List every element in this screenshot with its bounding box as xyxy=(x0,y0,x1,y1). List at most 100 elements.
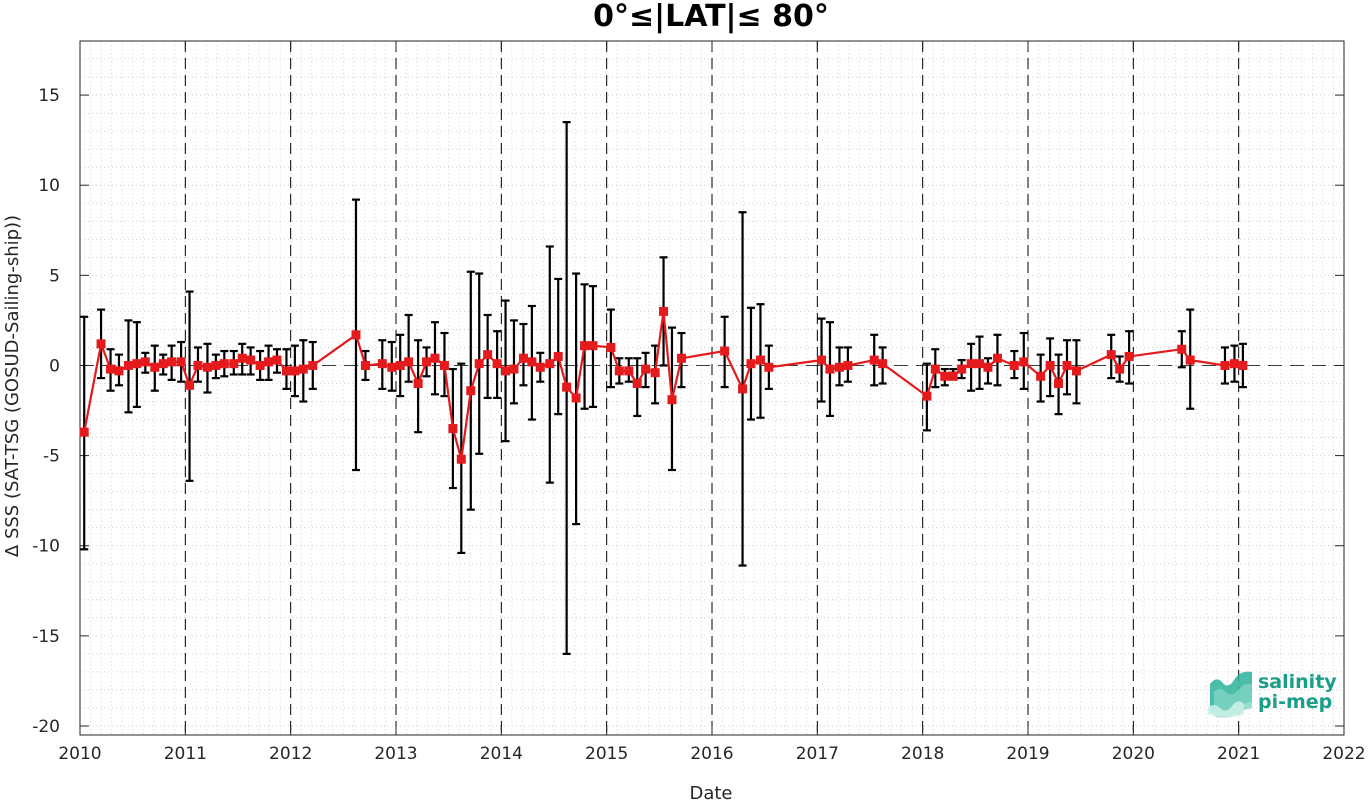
y-tick-label-15: 15 xyxy=(38,86,60,106)
data-point xyxy=(738,384,748,394)
x-tick-label-2013: 2013 xyxy=(374,744,417,764)
data-point xyxy=(509,364,519,374)
chart-title: 0°≤|LAT|≤ 80° xyxy=(593,0,829,34)
data-point xyxy=(395,360,405,370)
logo-line2: pi-mep xyxy=(1258,691,1332,713)
data-point xyxy=(843,360,853,370)
data-point xyxy=(922,391,932,401)
data-point xyxy=(106,364,116,374)
data-point xyxy=(308,360,318,370)
y-tick-label--5: -5 xyxy=(43,447,60,467)
data-point xyxy=(430,353,440,363)
data-point xyxy=(448,424,458,434)
data-point xyxy=(229,359,239,369)
data-point xyxy=(132,359,142,369)
x-tick-label-2015: 2015 xyxy=(585,744,628,764)
data-point xyxy=(659,306,669,316)
data-point xyxy=(298,364,308,374)
data-point xyxy=(150,362,160,372)
data-point xyxy=(1019,357,1029,367)
x-tick-label-2010: 2010 xyxy=(58,744,101,764)
logo-wave-icon xyxy=(1208,671,1252,718)
data-point xyxy=(983,362,993,372)
data-point xyxy=(1062,360,1072,370)
data-point xyxy=(1106,350,1116,360)
data-point xyxy=(992,353,1002,363)
data-point xyxy=(650,368,660,378)
data-point xyxy=(975,359,985,369)
data-point xyxy=(869,355,879,365)
data-point xyxy=(211,360,221,370)
data-point xyxy=(1045,360,1055,370)
data-point xyxy=(219,359,229,369)
y-tick-labels: -20 -15 -10 -5 0 5 10 15 xyxy=(32,86,60,737)
data-point xyxy=(193,360,203,370)
data-point xyxy=(387,362,397,372)
data-point xyxy=(1177,344,1187,354)
data-point xyxy=(1054,378,1064,388)
data-point xyxy=(1036,371,1046,381)
data-point xyxy=(624,366,634,376)
data-point xyxy=(1220,360,1230,370)
data-point xyxy=(422,357,432,367)
data-point xyxy=(571,393,581,403)
data-point xyxy=(1124,351,1134,361)
x-tick-label-2020: 2020 xyxy=(1112,744,1155,764)
data-point xyxy=(158,359,168,369)
data-point xyxy=(641,364,651,374)
data-point xyxy=(140,357,150,367)
data-point xyxy=(606,342,616,352)
data-point xyxy=(246,355,256,365)
data-point xyxy=(1238,360,1248,370)
data-point xyxy=(966,359,976,369)
data-point xyxy=(456,454,466,464)
data-point xyxy=(825,364,835,374)
data-point xyxy=(676,353,686,363)
data-point xyxy=(1229,359,1239,369)
y-axis-label: Δ SSS (SAT-TSG (GOSUD-Sailing-ship)) xyxy=(2,215,23,557)
x-tick-label-2019: 2019 xyxy=(1006,744,1049,764)
y-tick-label-10: 10 xyxy=(38,176,60,196)
data-point xyxy=(272,355,282,365)
data-point xyxy=(377,359,387,369)
data-point xyxy=(123,360,133,370)
data-point xyxy=(404,357,414,367)
data-point xyxy=(237,353,247,363)
y-tick-label--15: -15 xyxy=(32,627,60,647)
data-point xyxy=(562,382,572,392)
data-point xyxy=(351,330,361,340)
x-tick-label-2021: 2021 xyxy=(1217,744,1260,764)
series-markers xyxy=(79,306,1248,464)
y-tick-label-0: 0 xyxy=(49,356,60,376)
data-point xyxy=(817,355,827,365)
axis-ticks xyxy=(79,41,1345,735)
data-point xyxy=(580,341,590,351)
data-point xyxy=(930,364,940,374)
data-point xyxy=(202,362,212,372)
data-point xyxy=(948,371,958,381)
data-point xyxy=(439,360,449,370)
data-point xyxy=(1009,360,1019,370)
data-point xyxy=(255,360,265,370)
data-point xyxy=(413,378,423,388)
logo-line1: salinity xyxy=(1258,671,1337,693)
data-point xyxy=(79,427,89,437)
x-tick-label-2014: 2014 xyxy=(480,744,523,764)
data-point xyxy=(746,359,756,369)
x-tick-label-2018: 2018 xyxy=(901,744,944,764)
data-point xyxy=(483,350,493,360)
data-point xyxy=(834,362,844,372)
data-point xyxy=(632,378,642,388)
x-tick-label-2017: 2017 xyxy=(796,744,839,764)
data-point xyxy=(167,357,177,367)
y-tick-label--20: -20 xyxy=(32,717,60,737)
salinity-pi-mep-logo: salinity pi-mep xyxy=(1208,671,1337,718)
data-point xyxy=(720,346,730,356)
x-tick-label-2012: 2012 xyxy=(269,744,312,764)
data-point xyxy=(667,395,677,405)
data-point xyxy=(545,359,555,369)
data-point xyxy=(1071,366,1081,376)
data-point xyxy=(290,366,300,376)
data-point xyxy=(535,362,545,372)
